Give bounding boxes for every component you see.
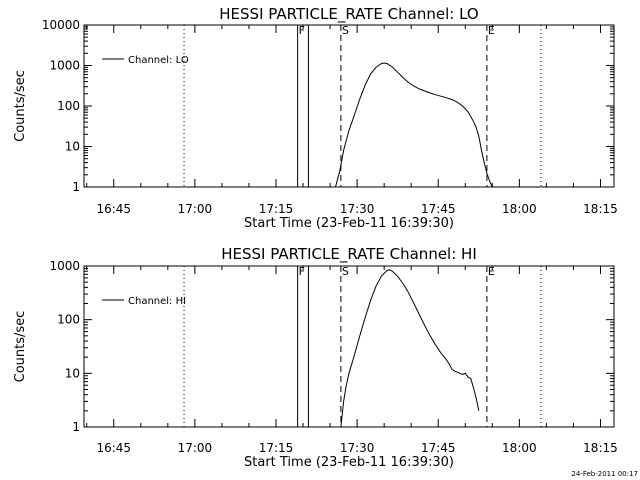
chart1-marker-label: E bbox=[488, 24, 495, 37]
chart2-legend-label: Channel: HI bbox=[128, 296, 186, 307]
chart1-marker-label: S bbox=[342, 24, 349, 37]
chart1-y-tick-label: 1 bbox=[72, 180, 80, 194]
chart1-x-tick-label: 17:15 bbox=[259, 202, 294, 216]
chart2-marker-label: S bbox=[342, 265, 349, 278]
chart2-x-axis-label: Start Time (23-Feb-11 16:39:30) bbox=[244, 455, 454, 470]
chart1-x-tick-label: 16:45 bbox=[96, 202, 131, 216]
chart1-y-tick-label: 10 bbox=[65, 140, 80, 154]
chart1-x-tick-label: 18:00 bbox=[502, 202, 537, 216]
chart2-y-tick-label: 1 bbox=[72, 420, 80, 434]
chart2-y-tick-label: 10 bbox=[65, 366, 80, 380]
chart1-y-axis-label: Counts/sec bbox=[13, 70, 28, 142]
chart1-plot-frame bbox=[83, 24, 615, 188]
chart2-x-tick-label: 17:00 bbox=[178, 441, 213, 455]
chart1-x-tick-label: 17:45 bbox=[421, 202, 456, 216]
chart1-x-tick-label: 17:00 bbox=[178, 202, 213, 216]
chart2-y-tick-label: 100 bbox=[57, 313, 80, 327]
chart2-plot-frame bbox=[83, 265, 615, 428]
chart2-x-tick-label: 17:15 bbox=[259, 441, 294, 455]
chart1-x-tick-label: 17:30 bbox=[340, 202, 375, 216]
chart2-x-tick-label: 18:00 bbox=[502, 441, 537, 455]
chart2-y-tick-label: 1000 bbox=[49, 259, 80, 273]
chart2-x-tick-label: 17:45 bbox=[421, 441, 456, 455]
chart2-series-line bbox=[340, 269, 480, 428]
chart2-x-tick-label: 16:45 bbox=[96, 441, 131, 455]
chart1-y-tick-label: 100 bbox=[57, 99, 80, 113]
chart1-x-axis-label: Start Time (23-Feb-11 16:39:30) bbox=[244, 216, 454, 231]
chart1-marker-label: F bbox=[299, 24, 305, 37]
chart2-title: HESSI PARTICLE_RATE Channel: HI bbox=[221, 245, 477, 264]
chart1-x-tick-label: 18:15 bbox=[583, 202, 618, 216]
timestamp-annotation: 24-Feb-2011 00:17 bbox=[571, 470, 638, 478]
chart2-marker-label: F bbox=[299, 265, 305, 278]
chart1-legend-label: Channel: LO bbox=[128, 55, 189, 66]
chart1-y-tick-label: 10000 bbox=[42, 18, 80, 32]
chart1-y-tick-label: 1000 bbox=[49, 59, 80, 73]
chart2-y-axis-label: Counts/sec bbox=[13, 311, 28, 383]
chart2-x-tick-label: 17:30 bbox=[340, 441, 375, 455]
chart1-title: HESSI PARTICLE_RATE Channel: LO bbox=[219, 5, 478, 24]
chart2-x-tick-label: 18:15 bbox=[583, 441, 618, 455]
chart2-marker-label: E bbox=[488, 265, 495, 278]
chart1-series-line bbox=[335, 62, 493, 188]
